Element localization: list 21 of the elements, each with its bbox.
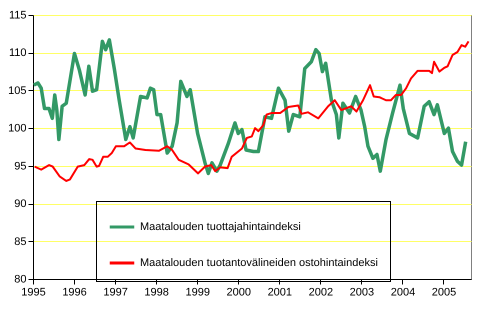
x-tick-label: 2000 xyxy=(226,286,251,298)
y-tick-label: 115 xyxy=(8,10,26,22)
x-tick-label: 2001 xyxy=(268,286,292,298)
x-tick-label: 1996 xyxy=(62,286,87,298)
x-tick-label: 1999 xyxy=(185,286,210,298)
x-tick-label: 2004 xyxy=(390,286,416,298)
legend-label: Maatalouden tuotantovälineiden ostohintaindeksi xyxy=(140,257,378,269)
x-tick-label: 2002 xyxy=(308,286,334,298)
y-tick-label: 80 xyxy=(14,274,26,286)
x-tick-label: 1995 xyxy=(21,286,46,298)
y-tick-label: 100 xyxy=(8,122,26,135)
y-tick-label: 85 xyxy=(14,236,26,248)
x-tick-label: 2003 xyxy=(350,286,374,298)
x-tick-label: 2005 xyxy=(432,286,456,298)
y-tick-label: 90 xyxy=(14,198,26,210)
y-tick-label: 110 xyxy=(8,47,26,60)
x-tick-label: 1998 xyxy=(144,286,169,298)
x-tick-label: 1997 xyxy=(103,286,128,298)
legend-label: Maatalouden tuottajahintaindeksi xyxy=(140,221,301,233)
y-tick-label: 105 xyxy=(8,84,26,97)
y-tick-label: 95 xyxy=(14,160,26,172)
